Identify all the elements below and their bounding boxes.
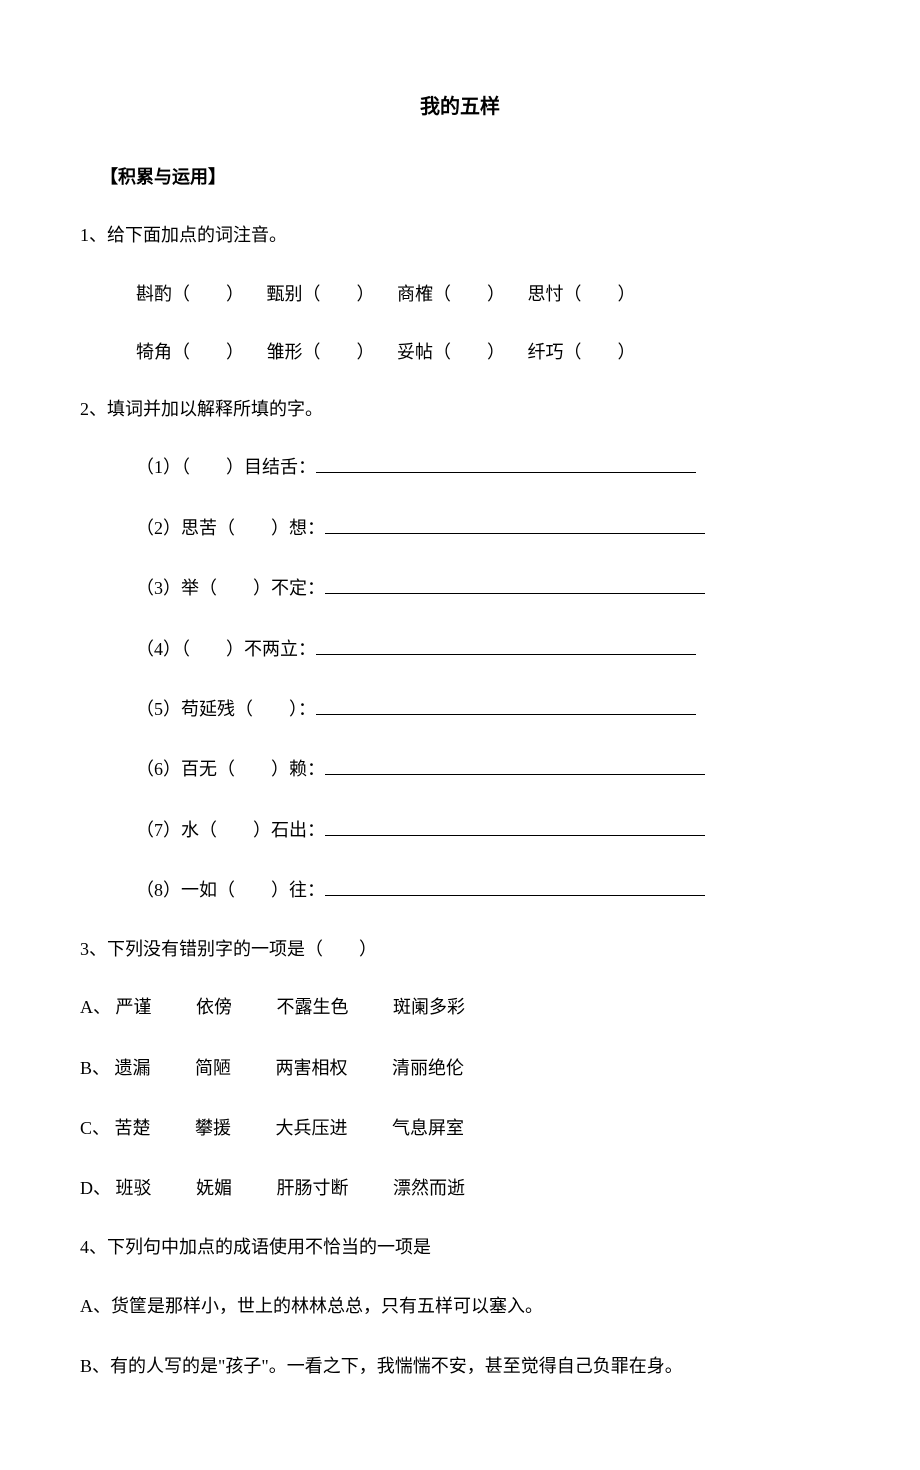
q2-item3: （3）举（ ）不定： <box>136 572 840 604</box>
q3-C-label: C、 <box>80 1118 110 1138</box>
q3-D-label: D、 <box>80 1178 111 1198</box>
section-header: 【积累与运用】 <box>100 163 840 189</box>
q3-A-w4: 斑阑多彩 <box>393 991 465 1023</box>
blank-line <box>316 453 696 473</box>
q1-prompt: 1、给下面加点的词注音。 <box>80 221 840 250</box>
q3-B-w2: 简陋 <box>195 1052 231 1084</box>
q1-row2: 犄角（ ） 雏形（ ） 妥帖（ ） 纤巧（ ） <box>136 336 840 368</box>
q2-prompt: 2、填词并加以解释所填的字。 <box>80 395 840 424</box>
q4-B: B、有的人写的是"孩子"。一看之下，我惴惴不安，甚至觉得自己负罪在身。 <box>80 1350 840 1382</box>
q2-item7-text: （7）水（ ）石出： <box>136 820 325 840</box>
q2-item4-text: （4）（ ）不两立： <box>136 639 316 659</box>
q2-item8: （8）一如（ ）往： <box>136 874 840 906</box>
q2-item7: （7）水（ ）石出： <box>136 814 840 846</box>
q3-B-w1: 遗漏 <box>115 1052 151 1084</box>
q1-row1: 斟酌（ ） 甄别（ ） 商榷（ ） 思忖（ ） <box>136 278 840 310</box>
q3-C: C、 苦楚 攀援 大兵压进 气息屏室 <box>80 1112 840 1144</box>
q3-B-w3: 两害相权 <box>276 1052 348 1084</box>
blank-line <box>325 876 705 896</box>
q2-item5-text: （5）苟延残（ ）： <box>136 699 316 719</box>
q3-D-w3: 肝肠寸断 <box>277 1172 349 1204</box>
q3-D-w2: 妩媚 <box>196 1172 232 1204</box>
document-title: 我的五样 <box>80 90 840 119</box>
blank-line <box>325 755 705 775</box>
q1-r1-a: 斟酌（ ） <box>136 278 244 310</box>
q3-D: D、 班驳 妩媚 肝肠寸断 漂然而逝 <box>80 1172 840 1204</box>
q2-item1-text: （1）（ ）目结舌： <box>136 457 316 477</box>
q3-C-w1: 苦楚 <box>115 1112 151 1144</box>
q1-r2-c: 妥帖（ ） <box>397 336 505 368</box>
q3-C-w4: 气息屏室 <box>392 1112 464 1144</box>
q3-C-w2: 攀援 <box>195 1112 231 1144</box>
q3-B-label: B、 <box>80 1058 110 1078</box>
q1-r2-a: 犄角（ ） <box>136 336 244 368</box>
q2-item8-text: （8）一如（ ）往： <box>136 880 325 900</box>
q3-A: A、 严谨 依傍 不露生色 斑阑多彩 <box>80 991 840 1023</box>
q3-A-w2: 依傍 <box>196 991 232 1023</box>
q4-prompt: 4、下列句中加点的成语使用不恰当的一项是 <box>80 1233 840 1262</box>
q3-C-w3: 大兵压进 <box>276 1112 348 1144</box>
q4-A: A、货筐是那样小，世上的林林总总，只有五样可以塞入。 <box>80 1290 840 1322</box>
blank-line <box>325 574 705 594</box>
q3-D-w4: 漂然而逝 <box>393 1172 465 1204</box>
q2-item5: （5）苟延残（ ）： <box>136 693 840 725</box>
q3-B: B、 遗漏 简陋 两害相权 清丽绝伦 <box>80 1052 840 1084</box>
q3-A-w1: 严谨 <box>116 991 152 1023</box>
q1-r1-c: 商榷（ ） <box>397 278 505 310</box>
q2-item2-text: （2）思苦（ ）想： <box>136 518 325 538</box>
blank-line <box>316 695 696 715</box>
q1-r1-b: 甄别（ ） <box>267 278 375 310</box>
q3-B-w4: 清丽绝伦 <box>392 1052 464 1084</box>
q3-A-w3: 不露生色 <box>277 991 349 1023</box>
blank-line <box>325 514 705 534</box>
q2-item4: （4）（ ）不两立： <box>136 633 840 665</box>
q2-item6: （6）百无（ ）赖： <box>136 753 840 785</box>
q1-r2-d: 纤巧（ ） <box>528 336 636 368</box>
q3-prompt: 3、下列没有错别字的一项是（ ） <box>80 935 840 964</box>
q2-item6-text: （6）百无（ ）赖： <box>136 759 325 779</box>
q2-item2: （2）思苦（ ）想： <box>136 512 840 544</box>
q3-D-w1: 班驳 <box>116 1172 152 1204</box>
blank-line <box>325 816 705 836</box>
q2-item3-text: （3）举（ ）不定： <box>136 578 325 598</box>
q3-A-label: A、 <box>80 997 111 1017</box>
q1-r1-d: 思忖（ ） <box>528 278 636 310</box>
blank-line <box>316 635 696 655</box>
q1-r2-b: 雏形（ ） <box>267 336 375 368</box>
q2-item1: （1）（ ）目结舌： <box>136 451 840 483</box>
